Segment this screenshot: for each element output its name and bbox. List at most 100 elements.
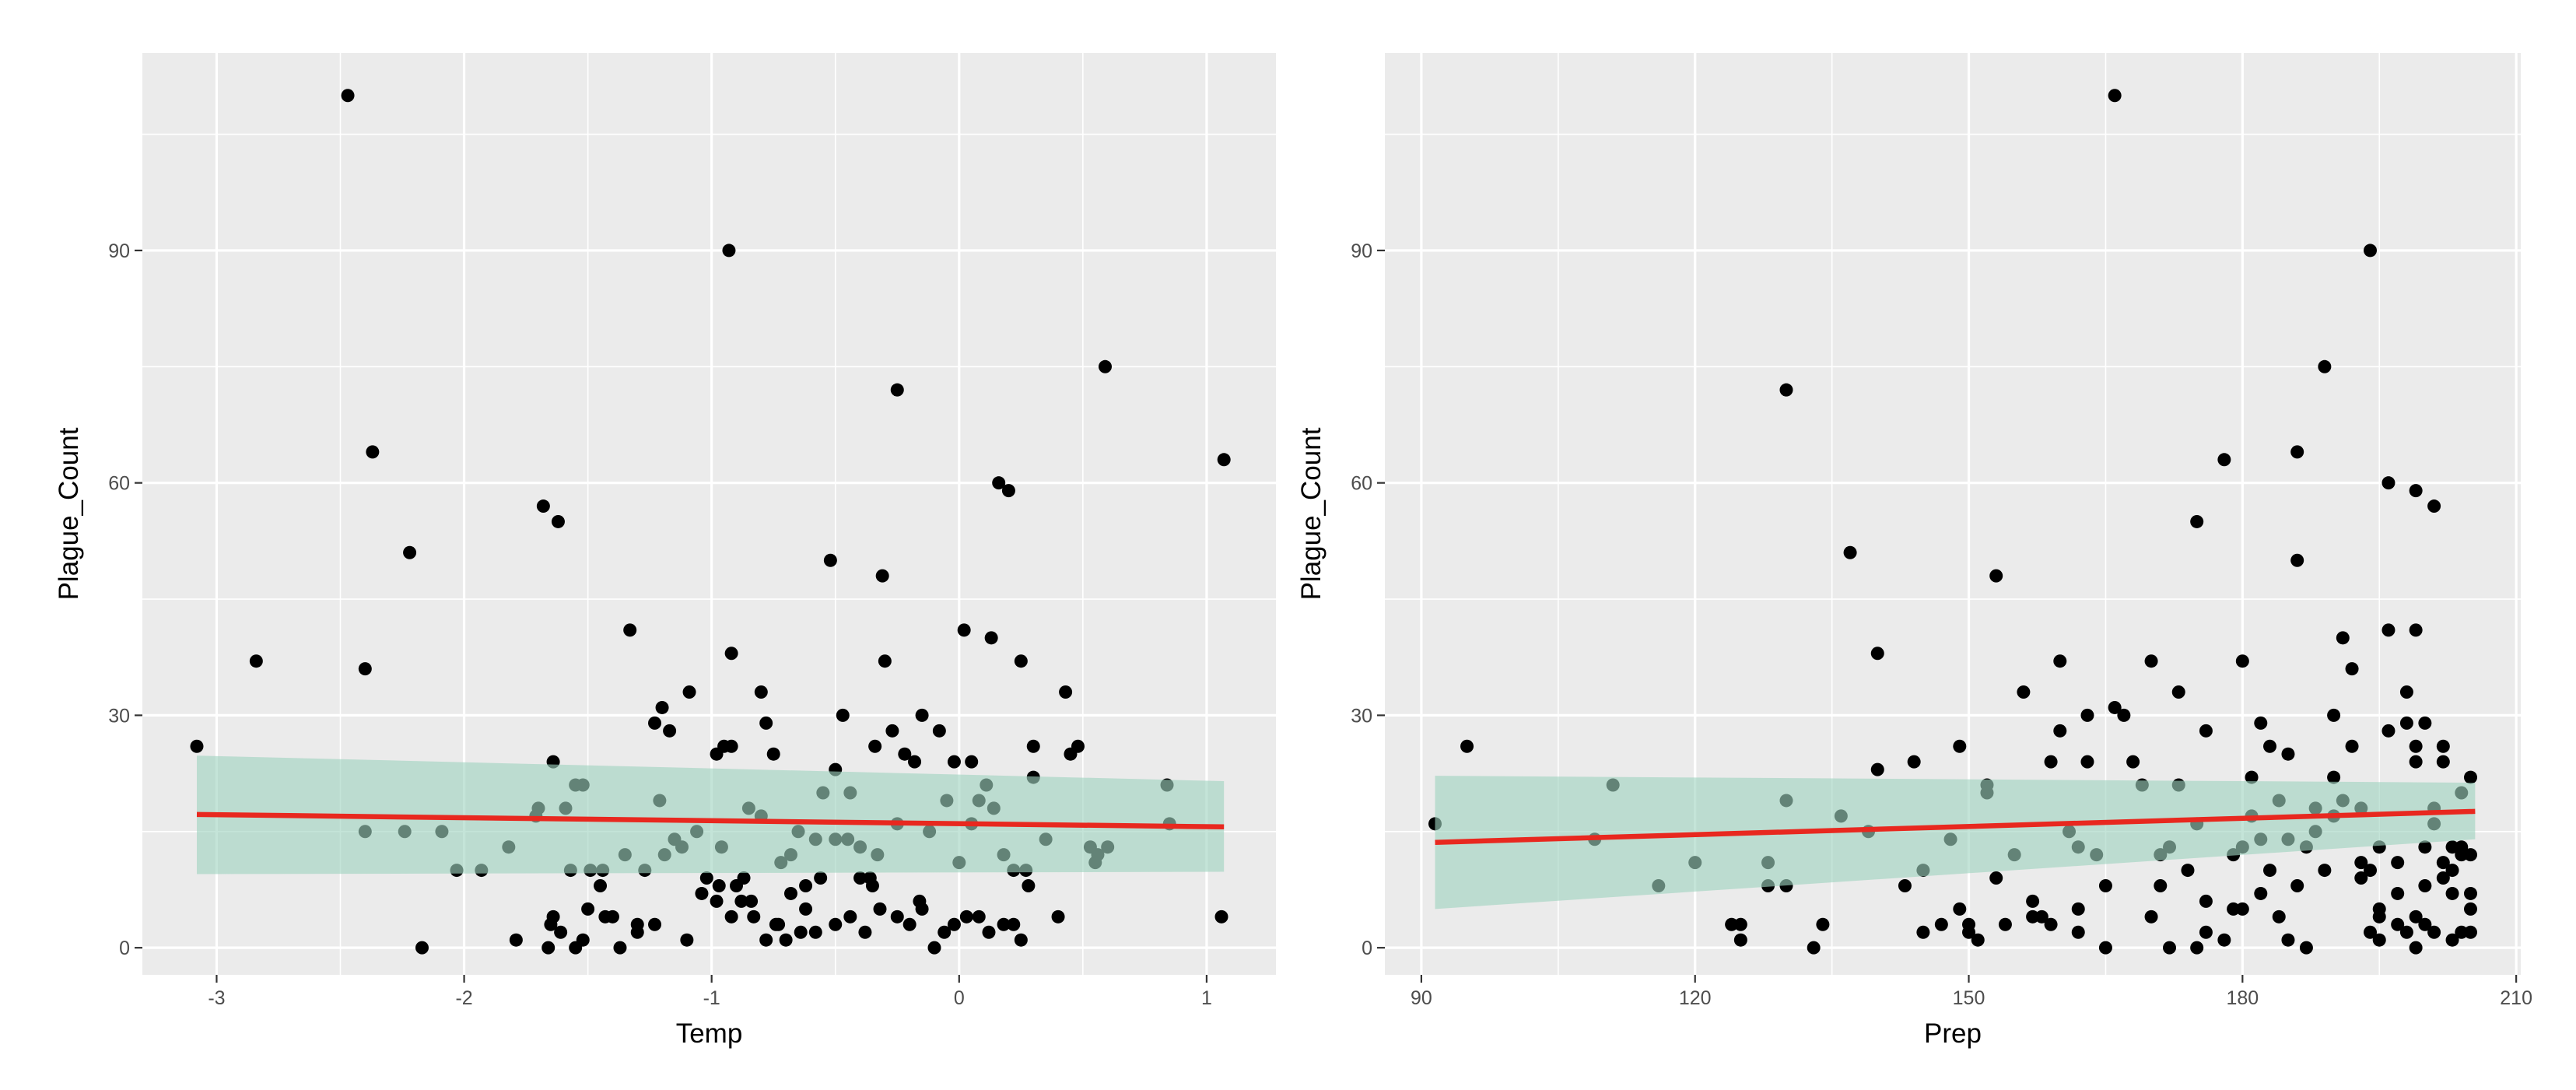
data-point <box>2217 933 2231 947</box>
data-point <box>902 917 916 931</box>
data-point <box>2409 739 2423 753</box>
data-point <box>1007 917 1021 931</box>
data-point <box>2199 925 2213 939</box>
data-point <box>947 917 961 931</box>
data-point <box>1779 383 1793 397</box>
data-point <box>865 878 879 892</box>
x-tick-label: 210 <box>2500 987 2532 1009</box>
data-point <box>2381 724 2396 738</box>
data-point <box>2381 623 2396 637</box>
data-point <box>2108 89 2122 103</box>
data-point <box>2071 925 2085 939</box>
data-point <box>710 894 724 908</box>
data-point <box>2391 886 2405 900</box>
data-point <box>2071 902 2085 916</box>
data-point <box>878 654 892 668</box>
data-point <box>415 941 429 955</box>
data-point <box>2044 917 2058 931</box>
data-point <box>1022 878 1036 892</box>
data-point <box>959 910 973 924</box>
data-point <box>682 685 696 699</box>
data-point <box>2418 840 2432 854</box>
data-point <box>1001 484 1015 498</box>
data-point <box>2026 894 2040 908</box>
data-point <box>1870 647 1884 661</box>
data-point <box>2427 925 2441 939</box>
data-point <box>799 902 813 916</box>
data-point <box>2345 662 2359 676</box>
data-point <box>663 724 677 738</box>
data-point <box>655 700 669 714</box>
x-tick-label: -3 <box>208 987 225 1009</box>
data-point <box>2327 708 2341 722</box>
data-point <box>2391 856 2405 870</box>
data-point <box>536 499 550 513</box>
data-point <box>1998 917 2012 931</box>
data-point <box>2318 864 2332 878</box>
data-point <box>2445 840 2459 854</box>
data-point <box>358 662 372 676</box>
data-point <box>2171 685 2185 699</box>
data-point <box>551 514 565 528</box>
data-point <box>2190 941 2204 955</box>
x-tick-label: -2 <box>455 987 472 1009</box>
y-axis-title: Plague_Count <box>54 427 84 600</box>
data-point <box>982 925 996 939</box>
data-point <box>2272 910 2286 924</box>
data-point <box>2354 871 2368 885</box>
data-point <box>734 894 748 908</box>
data-point <box>2017 685 2031 699</box>
data-point <box>2035 910 2049 924</box>
data-point <box>992 476 1006 490</box>
data-point <box>2455 925 2469 939</box>
y-tick-label: 90 <box>108 240 130 262</box>
data-point <box>2290 878 2304 892</box>
data-point <box>2418 917 2432 931</box>
data-point <box>403 545 417 559</box>
data-point <box>2327 770 2341 784</box>
x-tick-label: 0 <box>954 987 965 1009</box>
data-point <box>853 871 867 885</box>
data-point <box>1843 545 1857 559</box>
data-point <box>2409 910 2423 924</box>
data-point <box>2098 878 2112 892</box>
data-point <box>747 910 761 924</box>
data-point <box>890 910 904 924</box>
data-point <box>1026 739 1040 753</box>
data-point <box>759 933 773 947</box>
data-point <box>2181 864 2195 878</box>
data-point <box>2144 910 2158 924</box>
y-tick-label: 0 <box>1362 938 1372 959</box>
data-point <box>613 941 627 955</box>
data-point <box>2372 910 2386 924</box>
data-point <box>2464 770 2478 784</box>
data-point <box>1051 910 1065 924</box>
data-point <box>913 894 927 908</box>
data-point <box>2364 925 2378 939</box>
data-point <box>2108 700 2122 714</box>
data-point <box>1217 453 1231 467</box>
data-point <box>808 925 822 939</box>
y-tick-label: 60 <box>108 473 130 495</box>
data-point <box>2409 623 2423 637</box>
confidence-band <box>196 755 1225 874</box>
data-point <box>2436 856 2450 870</box>
data-point <box>2235 654 2249 668</box>
regression-line <box>196 811 1225 830</box>
x-tick-label: 180 <box>2226 987 2259 1009</box>
data-point <box>2436 755 2450 769</box>
regression-line <box>1435 808 2476 845</box>
data-point <box>2409 484 2423 498</box>
data-point <box>2299 941 2313 955</box>
data-point <box>1733 917 1747 931</box>
data-point <box>724 739 738 753</box>
data-point <box>2399 925 2413 939</box>
data-point <box>2190 514 2204 528</box>
data-point <box>2281 747 2295 761</box>
data-point <box>695 886 709 900</box>
data-point <box>868 739 882 753</box>
x-tick-label: 120 <box>1679 987 1712 1009</box>
data-point <box>594 878 608 892</box>
data-point <box>957 623 971 637</box>
